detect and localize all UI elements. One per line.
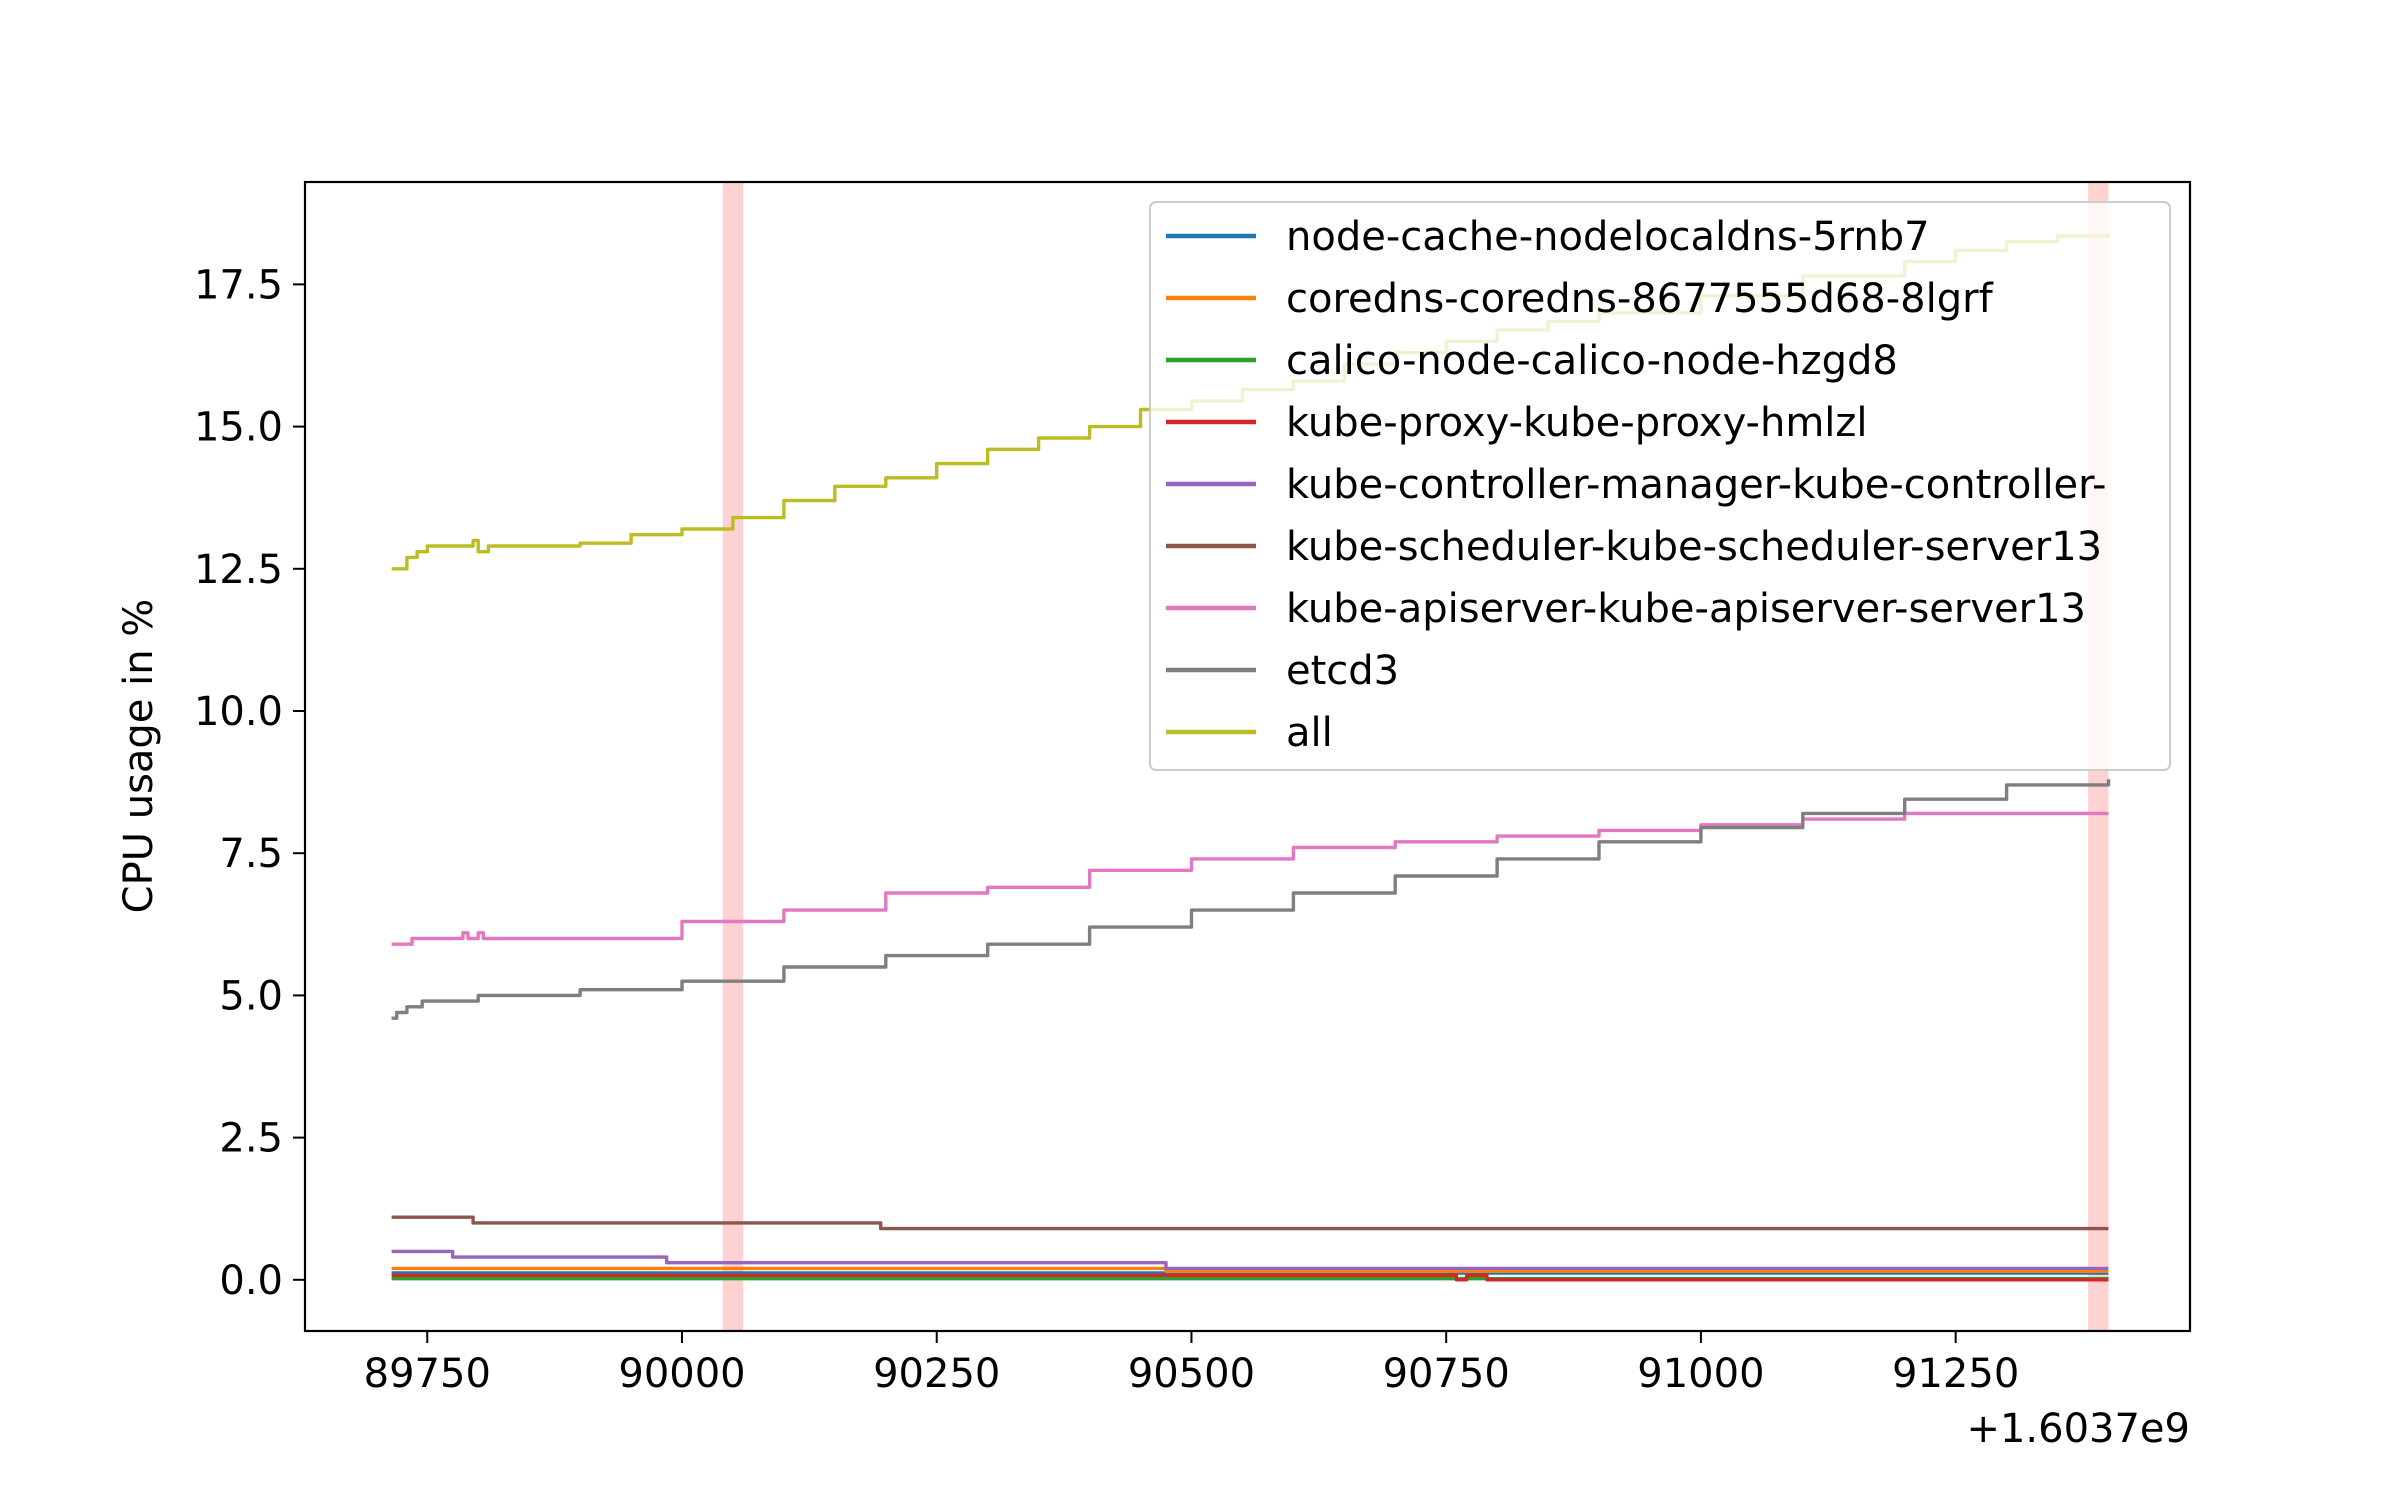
series-line-7 [391,811,2109,946]
y-tick-label: 5.0 [219,973,283,1019]
y-tick-label: 15.0 [194,405,283,451]
legend-label: kube-controller-manager-kube-controller- [1286,462,2107,508]
y-tick-label: 10.0 [194,689,283,735]
x-tick-label: 91250 [1892,1351,2019,1397]
x-axis-offset-label: +1.6037e9 [1966,1406,2190,1452]
plot-area-frame [303,180,2192,1333]
legend-label: kube-scheduler-kube-scheduler-server13 [1286,524,2102,570]
x-tick-label: 90000 [618,1351,745,1397]
legend-label: calico-node-calico-node-hzgd8 [1286,338,1898,384]
y-tick-label: 7.5 [219,831,283,877]
series-line-6 [391,1215,2109,1231]
x-tick-label: 89750 [364,1351,491,1397]
x-tick-label: 90750 [1383,1351,1510,1397]
legend-label: kube-proxy-kube-proxy-hmlzl [1286,400,1868,446]
legend: node-cache-nodelocaldns-5rnb7 coredns-cor… [1149,201,2171,771]
legend-label: etcd3 [1286,648,1399,694]
legend-label: kube-apiserver-kube-apiserver-server13 [1286,586,2086,632]
legend-box [1149,201,2171,771]
legend-label: coredns-coredns-8677555d68-8lgrf [1286,276,1994,322]
x-tick-label: 91000 [1637,1351,1764,1397]
x-tick-label: 90500 [1128,1351,1255,1397]
highlight-span-1 [722,182,744,1331]
series-lines [391,233,2111,1282]
series-line-5 [391,1249,2109,1271]
y-axis: 0.0 2.5 5.0 7.5 10.0 12.5 15.0 17.5 [194,262,305,1304]
legend-label: node-cache-nodelocaldns-5rnb7 [1286,214,1930,260]
y-tick-label: 17.5 [194,262,283,308]
x-tick-label: 90250 [873,1351,1000,1397]
x-axis: 89750 90000 90250 90500 90750 91000 91250 [364,1331,2019,1397]
series-line-8 [391,779,2111,1020]
legend-label: all [1286,710,1333,756]
y-axis-label: CPU usage in % [116,599,162,914]
series-line-4 [391,1273,2109,1282]
y-tick-label: 0.0 [219,1258,283,1304]
y-tick-label: 2.5 [219,1116,283,1162]
y-tick-label: 12.5 [194,547,283,593]
